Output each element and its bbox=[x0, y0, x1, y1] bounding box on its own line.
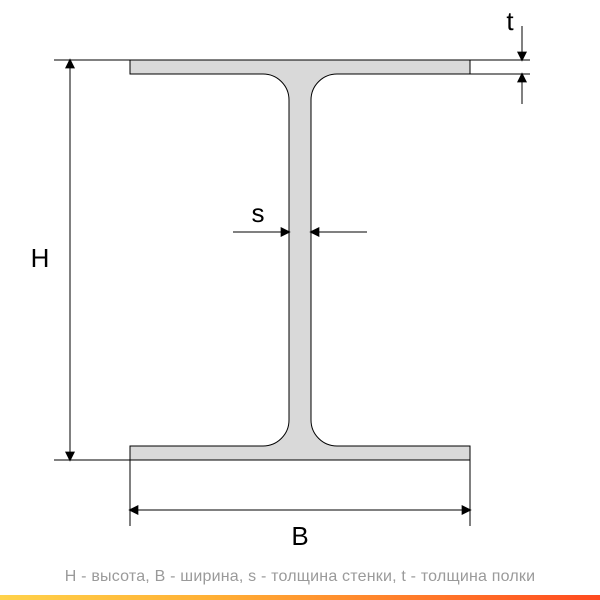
label-s: s bbox=[252, 198, 265, 228]
label-H: H bbox=[31, 243, 50, 273]
ibeam-diagram: H Bs t bbox=[0, 0, 600, 600]
ibeam-shape bbox=[130, 60, 470, 460]
legend-text: H - высота, B - ширина, s - толщина стен… bbox=[0, 568, 600, 586]
label-B: B bbox=[291, 521, 308, 551]
diagram-stage: H Bs t H - высота, B - ширина, s - толщина… bbox=[0, 0, 600, 600]
label-t: t bbox=[506, 6, 514, 36]
gradient-bar bbox=[0, 595, 600, 600]
